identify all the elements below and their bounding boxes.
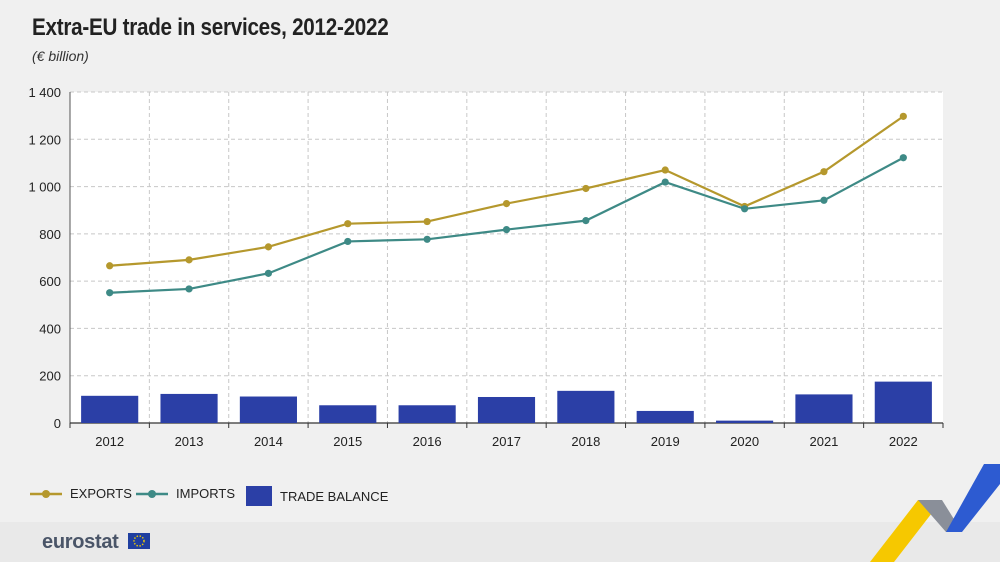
point-imports	[820, 196, 828, 204]
point-exports	[582, 184, 590, 193]
point-imports	[264, 269, 273, 277]
point-exports	[661, 166, 669, 174]
y-tick-label: 800	[39, 227, 61, 242]
point-exports	[820, 168, 828, 176]
x-tick-label: 2018	[571, 434, 600, 449]
x-tick-label: 2016	[413, 434, 442, 449]
x-tick-label: 2020	[730, 434, 759, 449]
bar-trade-balance	[239, 396, 297, 423]
legend-exports-marker	[30, 489, 62, 498]
x-tick-label: 2014	[254, 434, 283, 449]
point-exports	[344, 220, 352, 228]
legend-exports-label: EXPORTS	[70, 486, 132, 501]
point-imports	[185, 285, 193, 293]
x-tick-label: 2019	[651, 434, 680, 449]
x-tick-label: 2015	[333, 434, 362, 449]
bar-trade-balance	[319, 405, 377, 423]
point-exports	[899, 112, 907, 120]
y-tick-label: 1 000	[28, 180, 61, 195]
x-tick-label: 2013	[175, 434, 204, 449]
plot-area	[70, 92, 943, 423]
point-imports	[582, 217, 590, 225]
eurostat-logo: eurostat	[42, 531, 119, 553]
bar-trade-balance	[795, 394, 853, 423]
chart-subtitle: (€ billion)	[32, 48, 89, 64]
footer-band	[0, 522, 1000, 562]
point-imports	[899, 154, 907, 162]
legend-imports-marker	[136, 489, 168, 498]
y-tick-label: 200	[39, 369, 61, 384]
point-imports	[502, 226, 511, 234]
legend-balance-swatch	[246, 486, 272, 506]
eu-flag-icon	[128, 533, 150, 549]
legend-item-imports: IMPORTS	[134, 486, 235, 501]
y-tick-label: 400	[39, 321, 61, 336]
bar-trade-balance	[636, 410, 694, 423]
point-imports	[344, 237, 352, 246]
x-tick-label: 2017	[492, 434, 521, 449]
point-imports	[106, 289, 114, 297]
bar-trade-balance	[398, 405, 456, 423]
y-tick-label: 1 200	[28, 132, 61, 147]
eurostat-corner-decoration	[870, 464, 1000, 562]
bar-trade-balance	[81, 395, 139, 423]
point-imports	[423, 235, 431, 243]
point-imports	[661, 178, 669, 186]
point-exports	[185, 256, 193, 264]
legend-item-balance: TRADE BALANCE	[246, 486, 388, 506]
chart-title: Extra-EU trade in services, 2012-2022	[32, 14, 389, 41]
point-imports	[740, 205, 749, 213]
legend-item-exports: EXPORTS	[28, 486, 132, 501]
bar-trade-balance	[160, 393, 218, 423]
x-tick-label: 2022	[889, 434, 918, 449]
bar-trade-balance	[557, 390, 615, 423]
point-exports	[106, 262, 114, 270]
bar-trade-balance	[874, 381, 932, 423]
bar-trade-balance	[477, 396, 536, 423]
y-tick-label: 600	[39, 274, 61, 289]
point-exports	[264, 243, 273, 251]
y-tick-label: 0	[54, 416, 61, 431]
legend-imports-label: IMPORTS	[176, 486, 235, 501]
bar-trade-balance	[716, 420, 774, 423]
x-tick-label: 2012	[95, 434, 124, 449]
legend-balance-label: TRADE BALANCE	[280, 488, 389, 504]
y-tick-label: 1 400	[28, 85, 61, 100]
point-exports	[423, 217, 431, 226]
x-tick-label: 2021	[809, 434, 838, 449]
point-exports	[502, 199, 511, 208]
